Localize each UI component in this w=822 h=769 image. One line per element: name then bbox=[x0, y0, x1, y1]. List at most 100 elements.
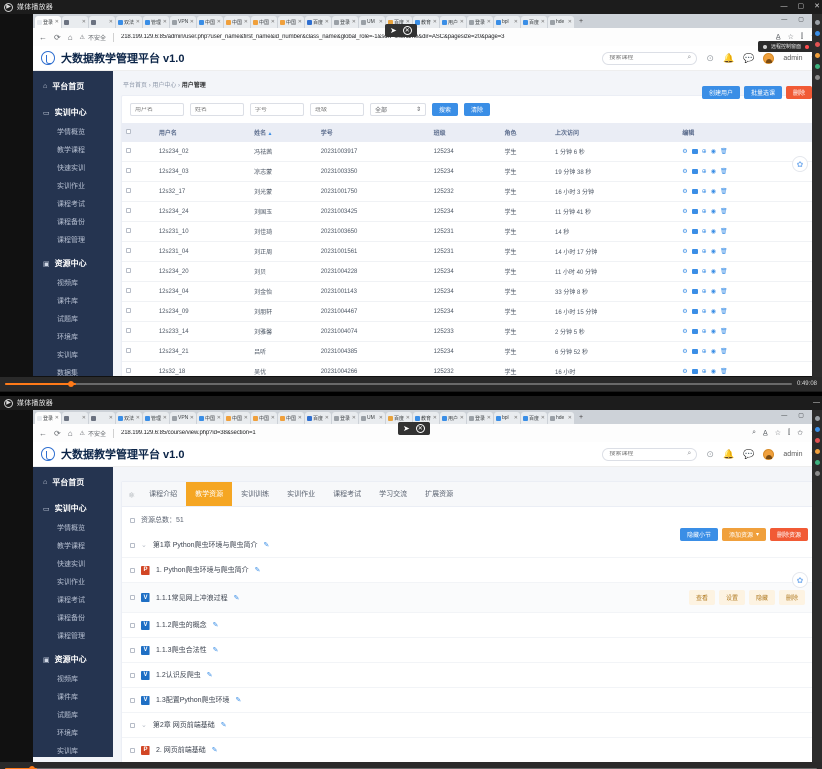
tab-实训作业[interactable]: 实训作业 bbox=[287, 491, 316, 498]
url-text[interactable]: 218.199.129.6:85/course/view.php?id=38&s… bbox=[120, 430, 256, 436]
course-icon[interactable] bbox=[691, 189, 698, 194]
browser-tab[interactable]: 百度 ✕ bbox=[305, 16, 331, 28]
sidebar-item-教学课程[interactable]: 教学课程 bbox=[57, 543, 85, 550]
avatar[interactable] bbox=[763, 448, 775, 460]
search-icon[interactable]: ⌕ bbox=[687, 54, 692, 61]
settings-icon[interactable]: ⚙ bbox=[682, 269, 688, 275]
row-checkbox-cell[interactable] bbox=[122, 341, 155, 362]
sidebar-item-home[interactable]: ⌂ 平台首页 bbox=[33, 471, 113, 494]
sidebar-item-实训作业[interactable]: 实训作业 bbox=[57, 579, 85, 586]
tab-close-icon[interactable]: ✕ bbox=[567, 19, 572, 25]
table-row[interactable]: 12s32_18 吴优 20231004266 125232 学生 16 小时 ⚙ ⊕ ◉ 🗑 bbox=[122, 361, 813, 376]
row-checkbox-cell[interactable] bbox=[122, 281, 155, 302]
key-icon[interactable]: ⊕ bbox=[701, 249, 707, 255]
clear-button[interactable]: 清除 bbox=[464, 103, 491, 116]
omnibar-icon-group[interactable]: ⌕ A̲ ☆ ⫿ ✩ ⇧ bbox=[752, 429, 816, 437]
row-actions-cell[interactable]: ⚙ ⊕ ◉ 🗑 bbox=[678, 161, 813, 182]
breadcrumb-mid[interactable]: 用户中心 bbox=[152, 83, 177, 89]
tab-close-icon[interactable]: ✕ bbox=[135, 19, 140, 25]
browser-tab[interactable]: 登录 ✕ bbox=[35, 16, 61, 28]
realname-filter-input[interactable] bbox=[195, 106, 239, 113]
course-tabs[interactable]: ⚛ 课程介绍 教学资源 实训训练 实训作业 课程考试 学习交流 扩展资源 bbox=[122, 482, 813, 507]
tab-close-icon[interactable]: ✕ bbox=[432, 415, 437, 421]
list-item[interactable]: V 1.1.3爬虫合法性 ✎ bbox=[122, 638, 813, 663]
browser-tab[interactable]: bpl ✕ bbox=[494, 16, 520, 28]
row-actions-cell[interactable]: ⚙ ⊕ ◉ 🗑 bbox=[678, 221, 813, 242]
select-all-header[interactable] bbox=[122, 123, 155, 142]
tab-close-icon[interactable]: ✕ bbox=[513, 19, 518, 25]
row-checkbox-cell[interactable] bbox=[122, 201, 155, 222]
tab-close-icon[interactable]: ✕ bbox=[351, 19, 356, 25]
browser-tab[interactable]: 中国 ✕ bbox=[224, 16, 250, 28]
table-row[interactable]: 12s234_21 吕听 20231004385 125234 学生 6 分钟 52 秒 ⚙… bbox=[122, 341, 813, 362]
tab-close-icon[interactable]: ✕ bbox=[81, 19, 86, 25]
list-item[interactable]: V 1.1.2爬虫的概念 ✎ bbox=[122, 613, 813, 638]
tab-close-icon[interactable]: ✕ bbox=[189, 415, 194, 421]
browser-tab[interactable]: 登录 ✕ bbox=[332, 412, 358, 424]
browser-tab[interactable]: 教育 ✕ bbox=[413, 412, 439, 424]
column-header-编辑[interactable]: 编辑 bbox=[678, 123, 813, 142]
edit-pencil-icon[interactable]: ✎ bbox=[212, 622, 219, 629]
browser-maximize-button[interactable]: ▢ bbox=[798, 413, 804, 419]
course-icon[interactable] bbox=[691, 149, 698, 154]
course-icon[interactable] bbox=[691, 249, 698, 254]
key-icon[interactable]: ⊕ bbox=[701, 309, 707, 315]
browser-tab[interactable]: ✕ bbox=[62, 16, 88, 28]
tab-close-icon[interactable]: ✕ bbox=[108, 415, 113, 421]
row-checkbox[interactable] bbox=[130, 595, 135, 600]
floating-assistant-icon[interactable]: ✿ bbox=[792, 156, 808, 172]
table-row[interactable]: 12s234_24 刘国玉 20231003425 125234 学生 11 分钟 41 … bbox=[122, 201, 813, 222]
row-actions-cell[interactable]: ⚙ ⊕ ◉ 🗑 bbox=[678, 341, 813, 362]
browser-tab[interactable]: 登录 ✕ bbox=[332, 16, 358, 28]
row-action-隐藏[interactable]: 隐藏 bbox=[748, 590, 775, 605]
tab-课程介绍[interactable]: 课程介绍 bbox=[149, 491, 178, 498]
edit-pencil-icon[interactable]: ✎ bbox=[233, 594, 240, 602]
tab-close-icon[interactable]: ✕ bbox=[297, 19, 302, 25]
sidebar-group-header[interactable]: ▣ 资源中心 bbox=[33, 649, 113, 670]
browser-tab[interactable]: UM ✕ bbox=[359, 412, 385, 424]
browser-tab[interactable]: UM ✕ bbox=[359, 16, 385, 28]
key-icon[interactable]: ⊕ bbox=[701, 169, 707, 175]
table-row[interactable]: 12s233_14 刘雅馨 20231004074 125233 学生 2 分钟 5 秒 ⚙… bbox=[122, 321, 813, 342]
rail-item-2-icon[interactable] bbox=[814, 42, 820, 47]
minimize-button[interactable]: — bbox=[813, 399, 820, 406]
remote-cursor-toolbar-top[interactable]: ➤ ✕ bbox=[385, 24, 417, 37]
sidebar-item-课程备份[interactable]: 课程备份 bbox=[57, 219, 85, 226]
new-tab-button[interactable]: + bbox=[579, 18, 584, 25]
tab-学习交流[interactable]: 学习交流 bbox=[379, 491, 408, 498]
player-seek-handle-bottom[interactable] bbox=[29, 766, 36, 769]
course-icon[interactable] bbox=[691, 269, 698, 274]
table-row[interactable]: 12s234_20 刘贝 20231004228 125234 学生 11 小时 40 分… bbox=[122, 261, 813, 282]
course-search-box[interactable]: ⌕ bbox=[602, 51, 698, 65]
tab-close-icon[interactable]: ✕ bbox=[324, 19, 329, 25]
column-header-姓名[interactable]: 姓名 ▲ bbox=[250, 123, 317, 142]
tab-close-icon[interactable]: ✕ bbox=[108, 19, 113, 25]
table-row[interactable]: 12s234_02 冯祛茜 20231003917 125234 学生 1 分钟 6 秒 ⚙… bbox=[122, 142, 813, 162]
row-actions-cell[interactable]: ⚙ ⊕ ◉ 🗑 bbox=[678, 181, 813, 202]
sidebar-item-课程考试[interactable]: 课程考试 bbox=[57, 201, 85, 208]
resource-title[interactable]: 1.1.2爬虫的概念 bbox=[156, 622, 207, 629]
browser-tab[interactable]: 登录 ✕ bbox=[467, 412, 493, 424]
chat-icon[interactable]: 💬 bbox=[743, 52, 755, 63]
resource-action-buttons[interactable]: 隐藏小节 添加资源 ▾ 删除资源 bbox=[679, 528, 808, 541]
eye-icon[interactable]: ◉ bbox=[710, 289, 716, 295]
browser-tab[interactable]: ✕ bbox=[89, 16, 115, 28]
edit-pencil-icon[interactable]: ✎ bbox=[263, 542, 270, 549]
column-header-角色[interactable]: 角色 bbox=[500, 123, 552, 142]
sidebar-item-课程备份[interactable]: 课程备份 bbox=[57, 615, 85, 622]
row-action-查看[interactable]: 查看 bbox=[688, 590, 715, 605]
course-icon[interactable] bbox=[691, 209, 698, 214]
list-item[interactable]: V 1.3配置Python爬虫环境 ✎ bbox=[122, 688, 813, 713]
row-action-删除[interactable]: 删除 bbox=[778, 590, 805, 605]
sidebar-item-课程管理[interactable]: 课程管理 bbox=[57, 237, 85, 244]
tab-close-icon[interactable]: ✕ bbox=[486, 19, 491, 25]
settings-icon[interactable]: ⚙ bbox=[682, 189, 688, 195]
row-checkbox[interactable] bbox=[130, 672, 135, 678]
tab-实训训练[interactable]: 实训训练 bbox=[241, 491, 270, 498]
list-item[interactable]: V 1.1.1常见网上冲浪过程 ✎ 查看 设置 隐藏 删除 bbox=[122, 583, 813, 613]
sidebar-item-实训库[interactable]: 实训库 bbox=[57, 352, 78, 359]
tab-close-icon[interactable]: ✕ bbox=[243, 19, 248, 25]
row-actions-cell[interactable]: ⚙ ⊕ ◉ 🗑 bbox=[678, 261, 813, 282]
row-checkbox-cell[interactable] bbox=[122, 321, 155, 342]
row-actions-cell[interactable]: ⚙ ⊕ ◉ 🗑 bbox=[678, 201, 813, 222]
